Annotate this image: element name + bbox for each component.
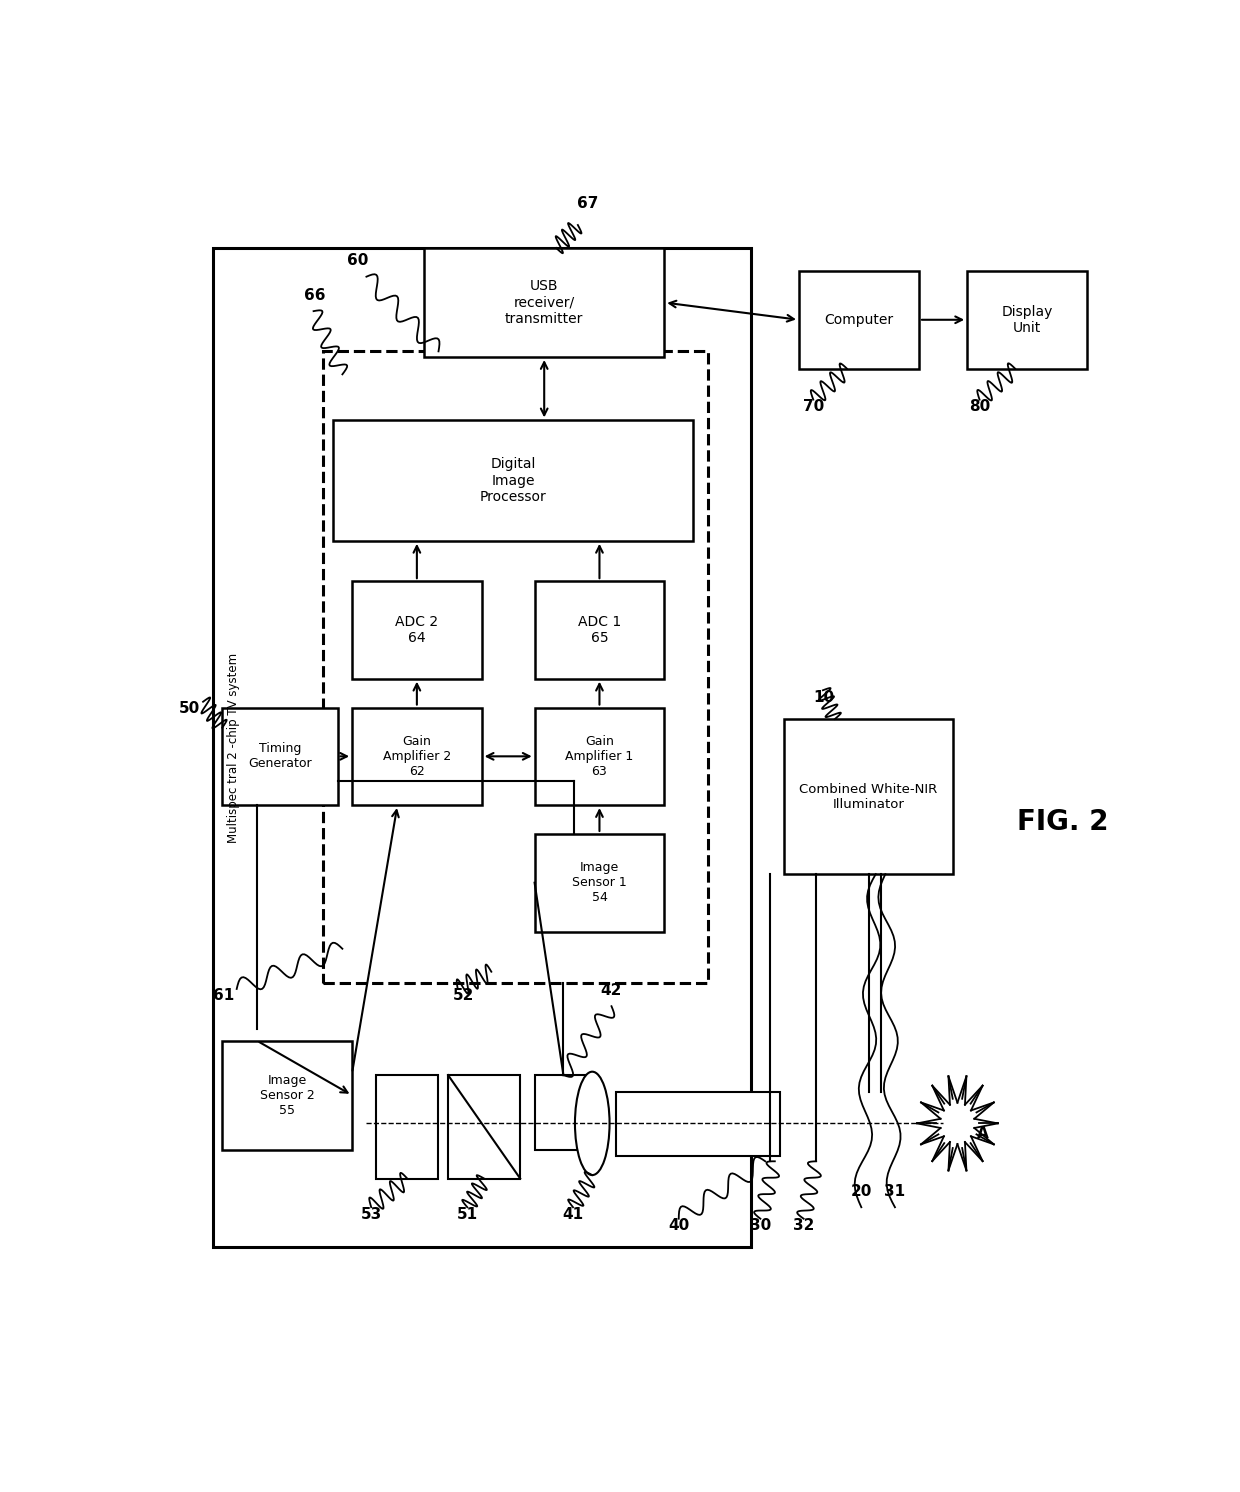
Text: A: A [977, 1126, 988, 1141]
Text: Image
Sensor 1
54: Image Sensor 1 54 [572, 861, 627, 904]
Text: USB
receiver/
transmitter: USB receiver/ transmitter [505, 279, 583, 325]
Bar [324, 351, 708, 983]
Bar [534, 1076, 593, 1150]
Bar [534, 580, 665, 679]
Bar [616, 1092, 780, 1155]
Text: 51: 51 [456, 1207, 477, 1222]
Text: 61: 61 [213, 989, 234, 1004]
Text: ADC 2
64: ADC 2 64 [396, 615, 439, 645]
Text: Computer: Computer [825, 313, 894, 327]
Bar [967, 272, 1087, 369]
Bar [222, 707, 337, 806]
Text: 32: 32 [794, 1219, 815, 1234]
Bar [534, 707, 665, 806]
Bar [213, 248, 751, 1247]
Text: Display
Unit: Display Unit [1002, 304, 1053, 334]
Bar [424, 248, 665, 357]
Bar [222, 1041, 352, 1150]
Bar [352, 580, 481, 679]
Text: 42: 42 [601, 983, 622, 998]
Text: 66: 66 [304, 288, 325, 303]
Bar [332, 421, 693, 542]
Text: Gain
Amplifier 1
63: Gain Amplifier 1 63 [565, 736, 634, 777]
Bar [534, 834, 665, 931]
Text: 50: 50 [179, 701, 201, 716]
Text: 80: 80 [968, 398, 991, 415]
Text: Digital
Image
Processor: Digital Image Processor [480, 458, 547, 504]
Text: ADC 1
65: ADC 1 65 [578, 615, 621, 645]
Bar [448, 1076, 521, 1179]
Bar [352, 707, 481, 806]
Text: 41: 41 [563, 1207, 584, 1222]
Bar [785, 719, 952, 874]
Text: 53: 53 [361, 1207, 382, 1222]
Text: 67: 67 [577, 195, 598, 210]
Bar [799, 272, 919, 369]
Text: Combined White-NIR
Illuminator: Combined White-NIR Illuminator [800, 782, 937, 810]
Text: Image
Sensor 2
55: Image Sensor 2 55 [259, 1074, 315, 1116]
Text: 20: 20 [851, 1183, 872, 1198]
Ellipse shape [575, 1071, 610, 1176]
Text: Timing
Generator: Timing Generator [248, 743, 311, 770]
Text: 31: 31 [884, 1183, 905, 1198]
Bar [376, 1076, 439, 1179]
Text: 70: 70 [802, 398, 823, 415]
Text: 60: 60 [347, 254, 368, 269]
Text: 52: 52 [453, 989, 474, 1004]
Text: 10: 10 [813, 689, 835, 704]
Text: FIG. 2: FIG. 2 [1017, 809, 1109, 837]
Text: Gain
Amplifier 2
62: Gain Amplifier 2 62 [383, 736, 451, 777]
Text: 30: 30 [750, 1219, 771, 1234]
Text: 40: 40 [668, 1219, 689, 1234]
Text: Multispec tral 2 -chip TV system: Multispec tral 2 -chip TV system [227, 652, 241, 843]
